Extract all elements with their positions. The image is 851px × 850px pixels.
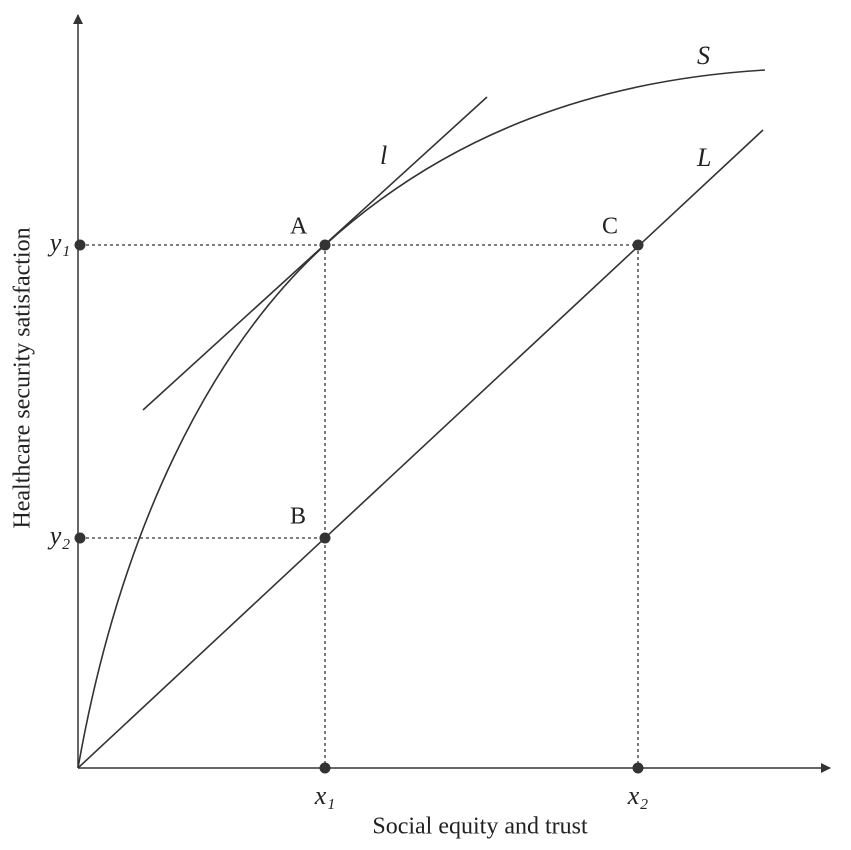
- y-axis-label: Healthcare security satisfaction: [10, 227, 36, 528]
- tick-label: x₁: [314, 781, 336, 810]
- point-label: B: [290, 504, 306, 530]
- tick-label: x₂: [627, 781, 649, 810]
- curve-label: l: [380, 141, 387, 170]
- curve-label: L: [696, 143, 711, 172]
- point-label: A: [290, 214, 308, 240]
- dot-x1: [319, 762, 331, 774]
- tick-label: y₂: [47, 521, 71, 550]
- curve-s: [77, 69, 766, 769]
- tangent-l: [142, 96, 488, 411]
- dot-x2: [632, 762, 644, 774]
- dot-y1: [74, 239, 86, 251]
- guides: [80, 244, 639, 768]
- x-axis-label: Social equity and trust: [372, 814, 588, 840]
- point-a: [319, 239, 331, 251]
- point-label: C: [602, 214, 618, 240]
- dot-y2: [74, 532, 86, 544]
- points: [74, 239, 644, 774]
- tick-label: y₁: [47, 228, 71, 257]
- curve-label: S: [697, 41, 710, 70]
- point-b: [319, 532, 331, 544]
- point-c: [632, 239, 644, 251]
- line-l-upper: [77, 129, 764, 769]
